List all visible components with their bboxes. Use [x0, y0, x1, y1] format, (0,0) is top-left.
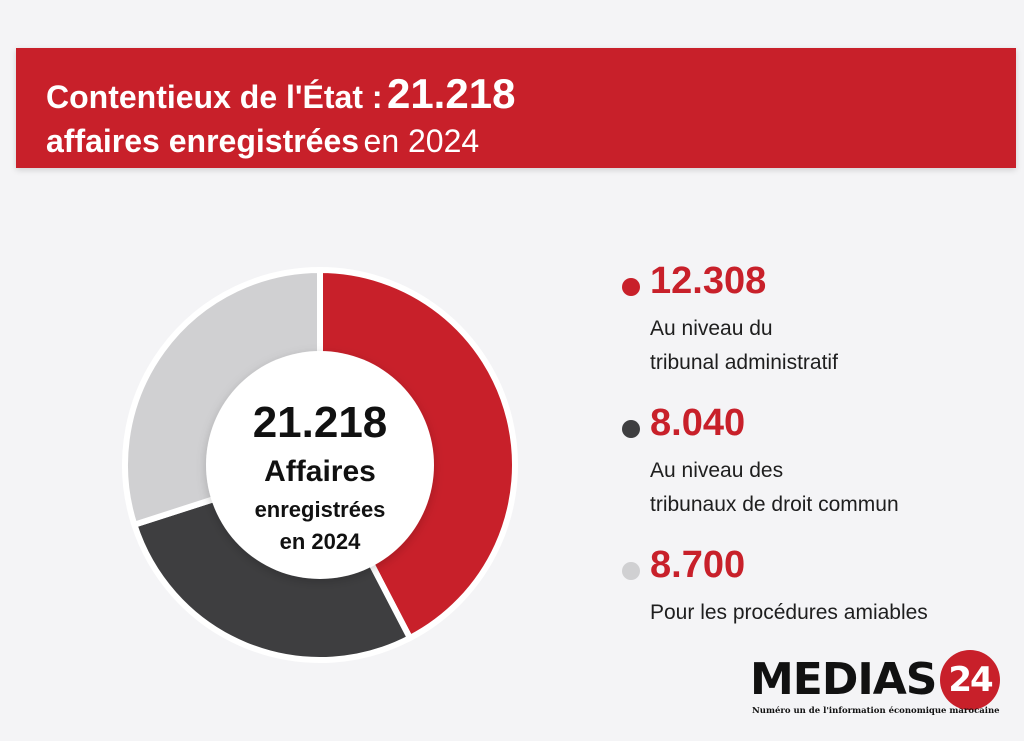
legend-item-amiables: 8.700 Pour les procédures amiables	[622, 542, 1012, 632]
chart-legend: 12.308 Au niveau du tribunal administrat…	[622, 258, 1012, 632]
center-label-line-2: enregistrées	[255, 497, 386, 522]
logo-number-badge: 24	[940, 650, 1000, 710]
center-total-value: 21.218	[253, 398, 388, 447]
legend-value: 8.040	[650, 402, 746, 444]
title-number: 21.218	[386, 70, 516, 117]
legend-item-administratif: 12.308 Au niveau du tribunal administrat…	[622, 258, 1012, 400]
legend-value: 12.308	[650, 260, 767, 302]
title-line-1: Contentieux de l'État : 21.218	[46, 70, 515, 118]
logo-wordmark: MEDIAS	[750, 654, 937, 705]
legend-dot-icon	[622, 562, 640, 580]
legend-description: Pour les procédures amiables	[650, 601, 928, 624]
center-label-line-3: en 2024	[280, 529, 361, 554]
legend-item-droit-commun: 8.040 Au niveau des tribunaux de droit c…	[622, 400, 1012, 542]
logo-tagline: Numéro un de l'information économique ma…	[752, 706, 1000, 716]
donut-chart: 21.218 Affaires enregistrées en 2024	[120, 245, 560, 685]
title-part-1: Contentieux de l'État :	[46, 79, 383, 115]
title-banner: Contentieux de l'État : 21.218 affaires …	[16, 48, 1016, 168]
title-year: en 2024	[363, 123, 480, 159]
legend-value: 8.700	[650, 544, 746, 586]
title-part-2: affaires enregistrées	[46, 123, 360, 159]
legend-description: Au niveau du tribunal administratif	[650, 317, 838, 374]
donut-chart-svg: 21.218 Affaires enregistrées en 2024	[122, 266, 518, 663]
legend-dot-icon	[622, 278, 640, 296]
medias24-logo: MEDIAS 24 Numéro un de l'information éco…	[750, 650, 1010, 720]
center-label-line-1: Affaires	[264, 455, 376, 488]
title-line-2: affaires enregistrées en 2024	[46, 123, 479, 160]
legend-description: Au niveau des tribunaux de droit commun	[650, 459, 899, 516]
donut-center-disc	[206, 351, 434, 579]
legend-dot-icon	[622, 420, 640, 438]
